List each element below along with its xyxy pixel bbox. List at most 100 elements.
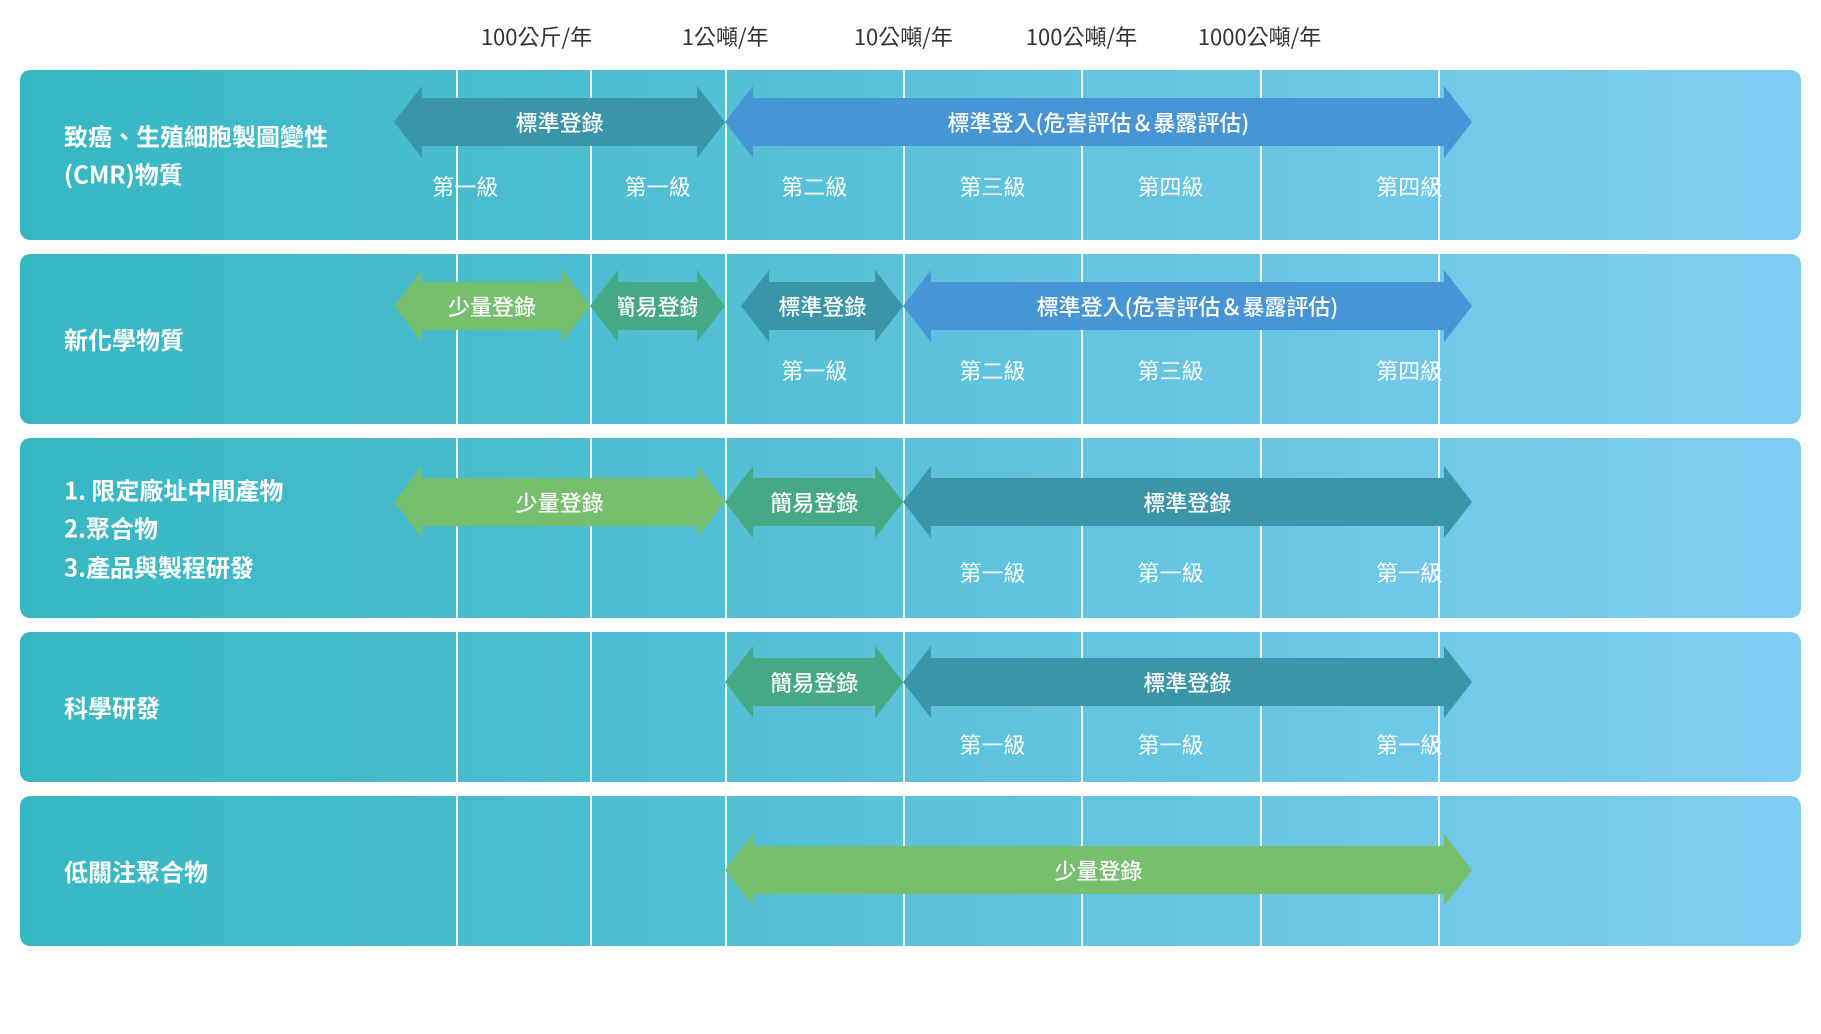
- level-sublabel: 第一級: [1376, 728, 1442, 760]
- column-divider: [1081, 254, 1083, 424]
- column-divider: [590, 438, 592, 618]
- arrow-shaft: 少量登錄: [422, 282, 562, 330]
- row-lowconcern: 低關注聚合物 少量登錄: [20, 796, 1801, 946]
- arrow-shaft: 簡易登錄: [618, 282, 697, 330]
- level-sublabel: 第四級: [1376, 170, 1442, 202]
- column-divider: [903, 70, 905, 240]
- column-divider: [1438, 254, 1440, 424]
- arrow-head-left-icon: [903, 270, 931, 342]
- level-sublabel: 第一級: [1138, 556, 1204, 588]
- column-divider: [725, 254, 727, 424]
- range-arrow: 少量登錄: [394, 478, 725, 526]
- arrow-shaft: 標準登入(危害評估＆暴露評估): [931, 282, 1443, 330]
- arrow-shaft: 標準登入(危害評估＆暴露評估): [753, 98, 1443, 146]
- row-science: 科學研發 簡易登錄 標準登錄第一級 第一級 第一級: [20, 632, 1801, 782]
- arrow-shaft: 標準登錄: [931, 658, 1443, 706]
- arrow-head-right-icon: [1444, 646, 1472, 718]
- column-divider: [456, 796, 458, 946]
- row-intermediate: 1. 限定廠址中間產物 2.聚合物 3.產品與製程研發 少量登錄簡易登錄 標準登錄第…: [20, 438, 1801, 618]
- arrow-head-right-icon: [697, 86, 725, 158]
- level-sublabel: 第一級: [1376, 556, 1442, 588]
- arrow-head-left-icon: [903, 646, 931, 718]
- bands-container: 致癌、生殖細胞製圖變性 (CMR)物質標準登錄標準登入(危害評估＆暴露評估)第一…: [20, 70, 1801, 946]
- threshold-label: 1000公噸/年: [1198, 20, 1321, 52]
- arrow-head-right-icon: [697, 270, 725, 342]
- level-sublabel: 第二級: [781, 170, 847, 202]
- column-divider: [590, 70, 592, 240]
- arrow-head-right-icon: [1444, 834, 1472, 906]
- arrow-shaft: 標準登錄: [422, 98, 697, 146]
- arrow-head-right-icon: [1444, 86, 1472, 158]
- row-cmr: 致癌、生殖細胞製圖變性 (CMR)物質 標準登錄 標準登入(危害評估＆暴露評估) 第一…: [20, 70, 1801, 240]
- row-label: 科學研發: [64, 688, 160, 726]
- arrow-head-right-icon: [875, 646, 903, 718]
- column-divider: [590, 796, 592, 946]
- range-arrow: 標準登錄: [741, 282, 903, 330]
- arrow-head-left-icon: [725, 646, 753, 718]
- level-sublabel: 第一級: [959, 728, 1025, 760]
- arrow-head-right-icon: [875, 466, 903, 538]
- column-divider: [1081, 632, 1083, 782]
- arrow-head-right-icon: [1444, 466, 1472, 538]
- column-divider: [1438, 438, 1440, 618]
- level-sublabel: 第一級: [1138, 728, 1204, 760]
- arrow-head-left-icon: [741, 270, 769, 342]
- level-sublabel: 第一級: [959, 556, 1025, 588]
- column-divider: [1260, 254, 1262, 424]
- level-sublabel: 第四級: [1138, 170, 1204, 202]
- level-sublabel: 第三級: [1138, 354, 1204, 386]
- arrow-shaft: 標準登錄: [931, 478, 1443, 526]
- level-sublabel: 第一級: [432, 170, 498, 202]
- threshold-label: 10公噸/年: [854, 20, 953, 52]
- column-divider: [1081, 70, 1083, 240]
- row-label: 致癌、生殖細胞製圖變性 (CMR)物質: [64, 117, 328, 194]
- arrow-head-right-icon: [562, 270, 590, 342]
- column-divider: [1081, 438, 1083, 618]
- row-label: 1. 限定廠址中間產物 2.聚合物 3.產品與製程研發: [64, 470, 283, 585]
- column-divider: [590, 632, 592, 782]
- arrow-head-left-icon: [725, 834, 753, 906]
- arrow-shaft: 簡易登錄: [753, 478, 875, 526]
- threshold-label: 100公噸/年: [1026, 20, 1137, 52]
- level-sublabel: 第一級: [781, 354, 847, 386]
- column-divider: [456, 438, 458, 618]
- range-arrow: 簡易登錄: [725, 658, 903, 706]
- threshold-label: 1公噸/年: [682, 20, 769, 52]
- arrow-head-left-icon: [394, 270, 422, 342]
- registration-diagram: 100公斤/年 1公噸/年 10公噸/年 100公噸/年 1000公噸/年 致癌、生殖細…: [20, 10, 1801, 946]
- arrow-head-left-icon: [903, 466, 931, 538]
- arrow-head-right-icon: [875, 270, 903, 342]
- threshold-label: 100公斤/年: [481, 20, 592, 52]
- range-arrow: 標準登入(危害評估＆暴露評估): [725, 98, 1471, 146]
- level-sublabel: 第一級: [625, 170, 691, 202]
- range-arrow: 簡易登錄: [590, 282, 725, 330]
- column-divider: [1260, 438, 1262, 618]
- arrow-shaft: 標準登錄: [769, 282, 875, 330]
- arrow-shaft: 簡易登錄: [753, 658, 875, 706]
- arrow-head-left-icon: [394, 86, 422, 158]
- level-sublabel: 第四級: [1376, 354, 1442, 386]
- arrow-shaft: 少量登錄: [753, 846, 1443, 894]
- row-label: 新化學物質: [64, 320, 184, 358]
- range-arrow: 簡易登錄: [725, 478, 903, 526]
- column-divider: [456, 254, 458, 424]
- arrow-head-left-icon: [590, 270, 618, 342]
- arrow-head-right-icon: [1444, 270, 1472, 342]
- range-arrow: 標準登錄: [394, 98, 725, 146]
- arrow-head-right-icon: [697, 466, 725, 538]
- column-divider: [1260, 632, 1262, 782]
- range-arrow: 少量登錄: [394, 282, 590, 330]
- range-arrow: 標準登錄: [903, 478, 1471, 526]
- range-arrow: 少量登錄: [725, 846, 1471, 894]
- range-arrow: 標準登錄: [903, 658, 1471, 706]
- threshold-header-row: 100公斤/年 1公噸/年 10公噸/年 100公噸/年 1000公噸/年: [20, 10, 1801, 70]
- arrow-head-left-icon: [725, 86, 753, 158]
- column-divider: [456, 70, 458, 240]
- row-label: 低關注聚合物: [64, 852, 208, 890]
- column-divider: [456, 632, 458, 782]
- arrow-head-left-icon: [394, 466, 422, 538]
- arrow-head-left-icon: [725, 466, 753, 538]
- level-sublabel: 第二級: [959, 354, 1025, 386]
- range-arrow: 標準登入(危害評估＆暴露評估): [903, 282, 1471, 330]
- column-divider: [1260, 70, 1262, 240]
